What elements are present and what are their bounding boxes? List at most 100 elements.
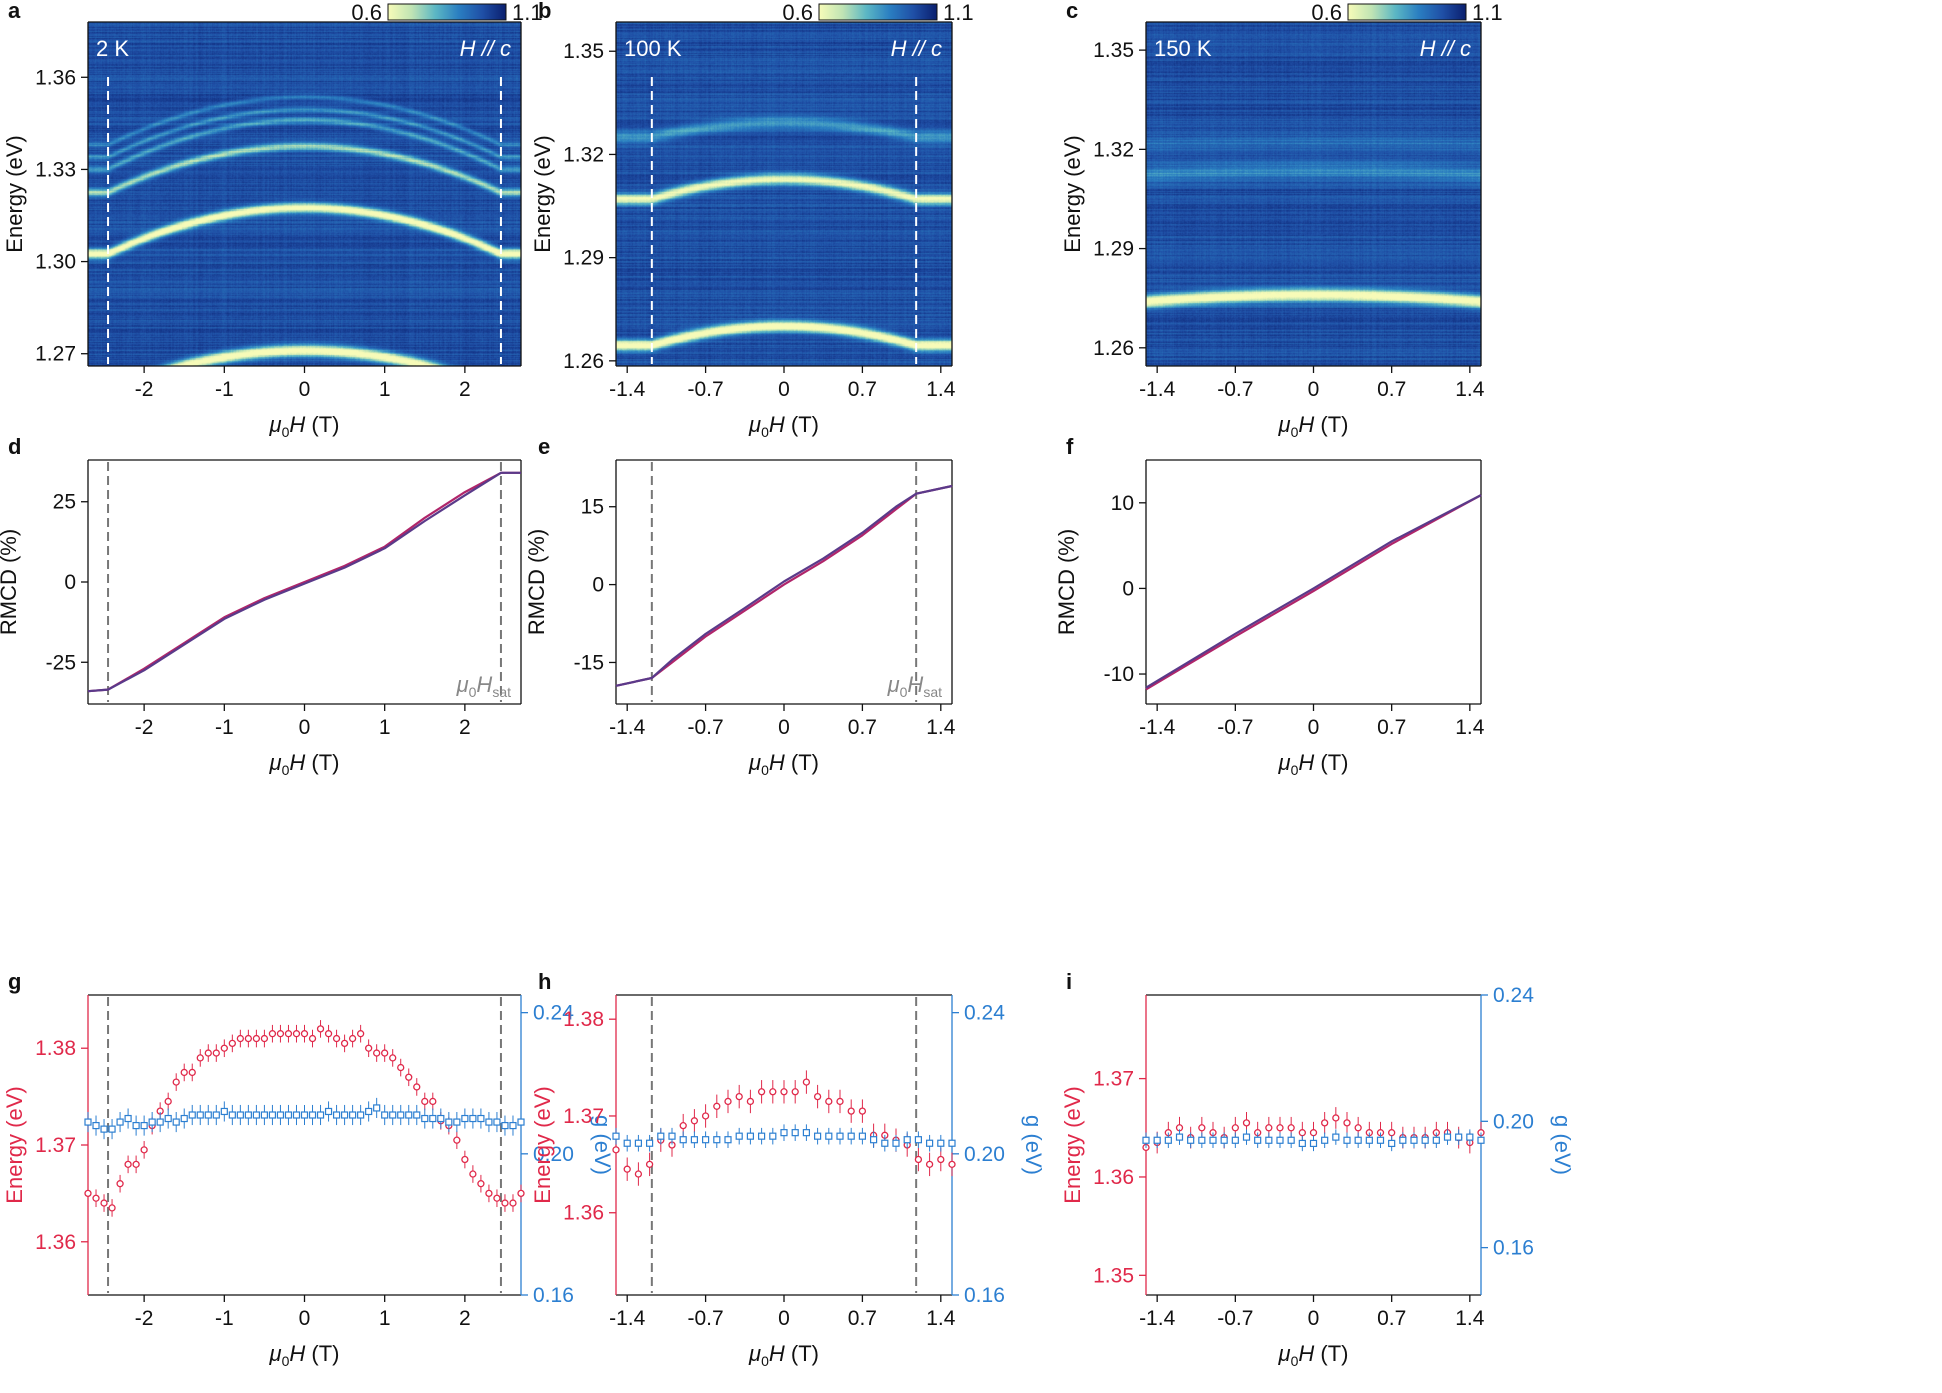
energy-point [925, 1160, 934, 1169]
x-tick-label: -1 [215, 716, 234, 739]
g-factor-point [140, 1121, 148, 1130]
energy-point [948, 1160, 956, 1169]
g-factor-point [1142, 1136, 1150, 1144]
y-tick-label: 1.29 [1093, 238, 1134, 261]
energy-point [381, 1049, 389, 1057]
g-factor-point [300, 1111, 309, 1119]
g-factor-point [1164, 1136, 1172, 1144]
energy-point [477, 1180, 485, 1188]
panel-label: e [538, 434, 550, 459]
energy-point [1332, 1114, 1340, 1122]
g-factor-point [188, 1111, 196, 1119]
energy-point [268, 1030, 277, 1038]
y-tick-label: 1.32 [563, 143, 604, 166]
g-factor-point [914, 1136, 923, 1144]
g-factor-point [373, 1104, 381, 1112]
field-direction-label: H // c [891, 36, 942, 61]
g-factor-point [1254, 1136, 1262, 1144]
panel-d: -2 -1 0 1 2 -25 0 25 μ0H (T) RMCD (%) d μ0Hsat [0, 434, 522, 778]
y-tick-label: -25 [46, 651, 76, 674]
g-factor-point [634, 1139, 643, 1147]
temperature-label: 150 K [1154, 36, 1212, 61]
y2-tick-label: 0.24 [964, 1002, 1005, 1025]
heatmap-image-b [616, 22, 952, 366]
y-tick-label: 1.37 [563, 1105, 604, 1128]
energy-point [623, 1165, 631, 1173]
y-tick-label: 0 [592, 574, 604, 597]
y-axis-title: Energy (eV) [1060, 135, 1085, 252]
x-tick-label: 2 [459, 716, 471, 739]
x-axis-title: μ0H (T) [1278, 1341, 1349, 1369]
y-tick-label: 1.33 [35, 158, 76, 181]
g-factor-point [405, 1111, 413, 1119]
panel-label: i [1066, 969, 1072, 994]
rmcd-curve-up [87, 471, 521, 693]
energy-point [84, 1189, 92, 1198]
x-tick-label: -1.4 [609, 1307, 646, 1330]
g-factor-point [365, 1107, 373, 1116]
energy-point [397, 1063, 405, 1072]
y-tick-label: 1.30 [35, 251, 76, 274]
energy-point [690, 1117, 699, 1125]
panel-label: f [1066, 434, 1074, 459]
energy-point [212, 1049, 220, 1057]
energy-point [612, 1146, 620, 1154]
x-tick-label: 0 [299, 378, 311, 401]
y2-axis-title: g (eV) [1021, 1115, 1046, 1175]
y-tick-label: 15 [581, 496, 604, 519]
g-factor-point [937, 1139, 945, 1147]
hsat-annotation: μ0Hsat [456, 672, 512, 700]
y-axis-title: Energy (eV) [2, 1086, 27, 1203]
x-tick-label: 0.7 [848, 378, 877, 401]
panel-e: -1.4 -0.7 0 0.7 1.4 -15 0 15 μ0H (T) RMCD (%) e μ0H… [524, 434, 956, 778]
energy-point [858, 1107, 867, 1115]
g-factor-point [268, 1111, 277, 1119]
g-factor-point [1309, 1139, 1318, 1148]
g-factor-point [1399, 1136, 1407, 1144]
energy-point [501, 1199, 509, 1207]
rmcd-curve-up [615, 484, 953, 687]
g-factor-point [679, 1136, 687, 1144]
g-factor-point [397, 1111, 405, 1119]
y-tick-label: 1.35 [1093, 1264, 1134, 1287]
g-factor-point [421, 1114, 429, 1123]
g-factor-point [332, 1111, 341, 1119]
y-tick-label: 1.38 [35, 1037, 76, 1060]
g-factor-point [276, 1111, 285, 1119]
energy-point [1321, 1119, 1329, 1127]
panel-g: -2 -1 0 1 2 1.36 1.37 1.38 μ0H (T) Energy (eV) g 0.… [2, 969, 615, 1369]
y-tick-label: 1.38 [563, 1008, 604, 1031]
g-factor-point [724, 1136, 732, 1144]
y2-axis-title: g (eV) [1550, 1115, 1575, 1175]
energy-point [140, 1146, 148, 1154]
energy-point [461, 1155, 469, 1164]
g-factor-point [236, 1111, 244, 1119]
energy-point [196, 1054, 204, 1062]
energy-point [373, 1049, 381, 1057]
g-factor-point [623, 1139, 631, 1147]
g-factor-point [1187, 1136, 1195, 1144]
colorbar [1347, 3, 1467, 21]
g-factor-point [1343, 1136, 1351, 1144]
energy-point [284, 1030, 293, 1038]
g-factor-point [668, 1132, 676, 1140]
g-factor-point [349, 1111, 357, 1119]
g-factor-point [292, 1111, 301, 1119]
energy-point [780, 1088, 788, 1096]
energy-point [937, 1155, 945, 1164]
g-factor-point [196, 1111, 204, 1119]
x-tick-label: 0 [299, 716, 311, 739]
panel-b: -1.4 -0.7 0 0.7 1.4 1.26 1.29 1.32 1.35 μ0H (T) En… [530, 0, 974, 440]
energy-point [413, 1083, 421, 1091]
temperature-label: 2 K [96, 36, 129, 61]
g-factor-point [869, 1136, 878, 1144]
g-factor-point [757, 1132, 766, 1140]
g-factor-point [746, 1132, 755, 1140]
energy-point [236, 1034, 245, 1043]
energy-point [713, 1102, 721, 1110]
x-tick-label: 1.4 [926, 716, 956, 739]
g-factor-point [858, 1132, 867, 1140]
energy-point [116, 1180, 124, 1188]
x-tick-label: -1.4 [609, 378, 646, 401]
x-axis-title: μ0H (T) [1278, 412, 1349, 440]
